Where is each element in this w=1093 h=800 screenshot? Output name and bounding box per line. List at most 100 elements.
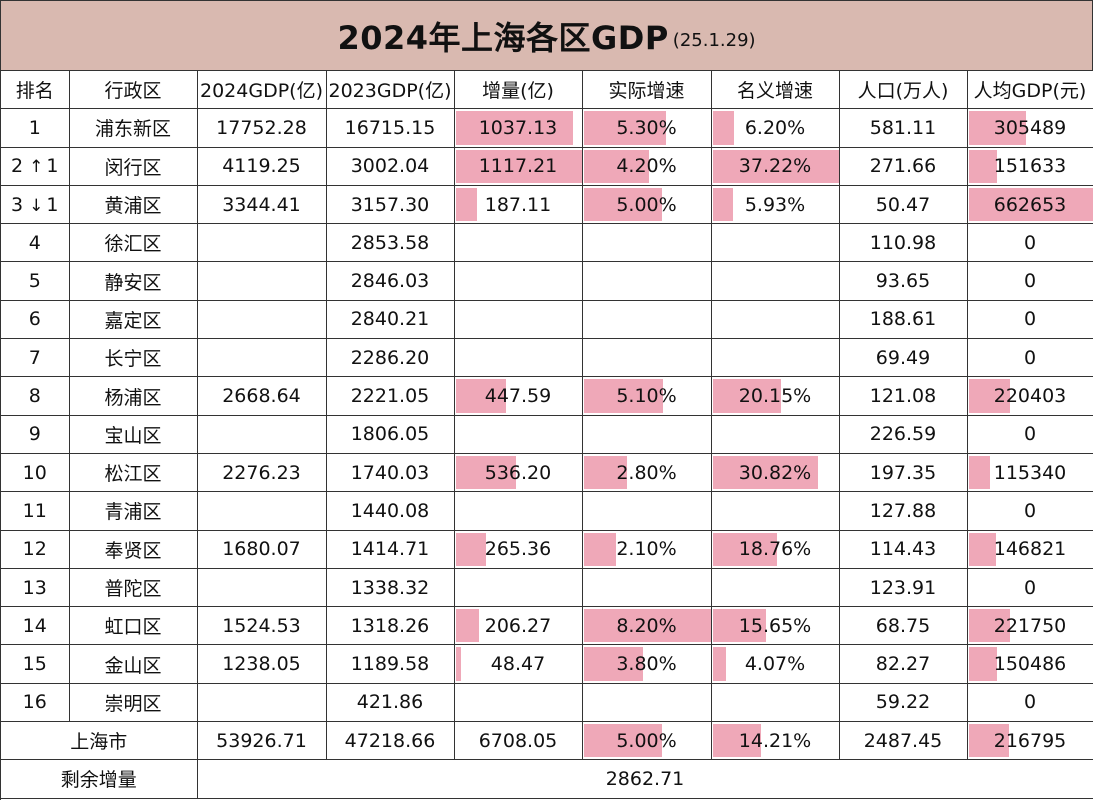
data-bar [583, 647, 643, 681]
rank-number: 12 [22, 538, 47, 561]
header-increment: 增量(亿) [454, 71, 583, 110]
gdp-2023-cell-text: 2840.21 [350, 308, 430, 331]
district-cell-text: 浦东新区 [94, 118, 171, 141]
rank-number: 15 [22, 653, 47, 676]
rank-up-arrow-icon: ↑ [29, 157, 44, 178]
rank-number: 3 [11, 193, 24, 216]
gdp-2023-cell-text: 2853.58 [350, 231, 430, 254]
total-population-cell: 2487.45 [839, 721, 968, 761]
population-cell-text: 226.59 [869, 423, 937, 446]
increment-cell [454, 415, 583, 454]
remaining-row: 剩余增量 2862.71 [1, 759, 1093, 799]
data-bar [712, 724, 761, 758]
gdp-2023-cell-text: 421.86 [356, 691, 424, 714]
real-growth-cell [582, 415, 712, 454]
rank-number: 13 [22, 576, 47, 599]
gdp-table: 排名 行政区 2024GDP(亿) 2023GDP(亿) 增量(亿) 实际增速 名义增速 人口… [1, 71, 1093, 799]
remaining-label-cell: 剩余增量 [1, 759, 198, 799]
population-cell-text: 271.66 [869, 155, 937, 178]
gdp-per-capita-cell-text: 0 [1023, 576, 1037, 599]
population-cell: 59.22 [839, 683, 968, 723]
nominal-growth-cell-text: 30.82% [738, 461, 812, 484]
population-cell: 188.61 [839, 300, 968, 340]
gdp-2024-cell: 1680.07 [197, 530, 327, 569]
total-row: 上海市 53926.71 47218.66 6708.05 5.00% 14.21% 248… [1, 721, 1093, 761]
total-gdp-per-capita-cell: 216795 [967, 721, 1093, 761]
nominal-growth-cell: 5.93% [711, 185, 840, 225]
gdp-2024-cell-text: 2276.23 [222, 461, 301, 484]
gdp-per-capita-cell: 0 [967, 683, 1093, 723]
table-row: 7 长宁区 2286.20 69.49 0 [1, 338, 1093, 378]
total-increment-cell: 6708.05 [454, 721, 583, 761]
rank-number: 7 [28, 346, 41, 369]
rank-number: 14 [22, 614, 47, 637]
gdp-per-capita-cell: 0 [967, 491, 1093, 531]
district-cell-text: 普陀区 [104, 578, 162, 600]
gdp-2024-cell: 4119.25 [197, 147, 327, 186]
gdp-2024-cell: 1524.53 [197, 606, 327, 646]
gdp-2023-cell: 1318.26 [326, 606, 455, 646]
district-cell-text: 宝山区 [104, 424, 162, 447]
header-row: 排名 行政区 2024GDP(亿) 2023GDP(亿) 增量(亿) 实际增速 名义增速 人口… [1, 71, 1093, 110]
gdp-per-capita-cell-text: 0 [1023, 691, 1037, 714]
district-cell-text: 松江区 [104, 463, 162, 486]
nominal-growth-cell [711, 261, 840, 301]
gdp-per-capita-cell: 115340 [967, 453, 1093, 493]
title-date: (25.1.29) [672, 30, 756, 51]
gdp-2024-cell: 1238.05 [197, 644, 327, 684]
rank-cell: 9 [1, 415, 70, 454]
rank-number: 11 [22, 499, 47, 522]
data-bar [968, 724, 1010, 758]
population-cell-text: 127.88 [869, 499, 937, 522]
real-growth-cell-text: 4.20% [616, 155, 677, 178]
gdp-2024-cell [197, 261, 327, 301]
population-cell: 110.98 [839, 223, 968, 263]
gdp-2023-cell-text: 3157.30 [350, 193, 430, 216]
data-bar [583, 379, 664, 413]
rank-cell: 2 ↑ 1 [1, 147, 70, 186]
table-row: 4 徐汇区 2853.58 110.98 0 [1, 223, 1093, 263]
increment-cell [454, 683, 583, 723]
gdp-2023-cell: 3002.04 [326, 147, 455, 186]
gdp-per-capita-cell-text: 115340 [993, 461, 1067, 484]
remaining-value-cell: 2862.71 [197, 759, 1093, 799]
real-growth-cell [582, 683, 712, 723]
real-growth-cell: 5.00% [582, 185, 712, 225]
table-row: 2 ↑ 1 闵行区 4119.25 3002.04 1117.21 4.20% 37.22% 27… [1, 147, 1093, 186]
total-nominal-growth-cell: 14.21% [711, 721, 840, 761]
header-gdp-per-capita: 人均GDP(元) [967, 71, 1093, 110]
increment-cell: 206.27 [454, 606, 583, 646]
table-body: 1 浦东新区 17752.28 16715.15 1037.13 5.30% 6.20% 58… [1, 108, 1093, 799]
nominal-growth-cell [711, 491, 840, 531]
data-bar [455, 609, 479, 643]
gdp-per-capita-cell: 662653 [967, 185, 1093, 225]
data-bar [712, 111, 734, 145]
real-growth-cell [582, 568, 712, 608]
population-cell-text: 110.98 [869, 231, 937, 254]
increment-cell: 48.47 [454, 644, 583, 684]
gdp-2024-cell-text: 17752.28 [216, 116, 307, 139]
real-growth-cell-text: 5.30% [616, 116, 677, 139]
real-growth-cell: 2.10% [582, 530, 712, 569]
increment-cell: 447.59 [454, 376, 583, 416]
increment-cell-text: 536.20 [484, 461, 552, 484]
district-cell: 长宁区 [69, 338, 198, 378]
gdp-2024-cell: 17752.28 [197, 108, 327, 148]
rank-down-arrow-icon: ↓ [29, 195, 44, 216]
nominal-growth-cell [711, 415, 840, 454]
table-row: 10 松江区 2276.23 1740.03 536.20 2.80% 30.82% 197.… [1, 453, 1093, 493]
nominal-growth-cell-text: 20.15% [738, 385, 812, 408]
district-cell-text: 虹口区 [104, 616, 162, 639]
gdp-2023-cell-text: 2286.20 [350, 346, 430, 369]
total-gdp-per-capita-cell-text: 216795 [993, 729, 1067, 752]
gdp-per-capita-cell: 0 [967, 415, 1093, 454]
rank-number: 4 [28, 231, 41, 254]
increment-cell: 1117.21 [454, 147, 583, 186]
table-row: 16 崇明区 421.86 59.22 0 [1, 683, 1093, 723]
increment-cell: 187.11 [454, 185, 583, 225]
gdp-2023-cell-text: 16715.15 [344, 116, 436, 139]
gdp-2023-cell-text: 1740.03 [350, 461, 430, 484]
gdp-per-capita-cell-text: 150486 [993, 653, 1067, 676]
remaining-value-cell-text: 2862.71 [605, 767, 685, 790]
rank-cell: 8 [1, 376, 70, 416]
